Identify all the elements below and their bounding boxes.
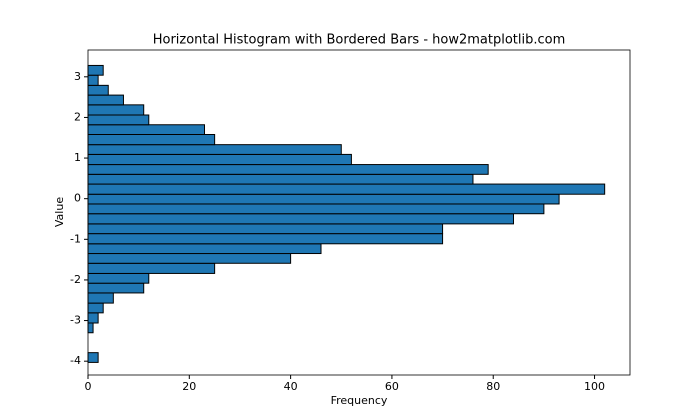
bar [87,223,444,235]
x-tick-label: 20 [182,380,196,393]
bar [87,153,352,166]
bar [87,104,145,116]
plot-frame [87,49,631,376]
bar [87,144,342,155]
bar [87,74,99,86]
x-axis-label: Frequency [331,394,388,407]
bar [87,213,514,225]
chart-title: Horizontal Histogram with Bordered Bars … [153,33,566,48]
bar [87,262,216,274]
bar [87,84,109,96]
bar [87,203,545,215]
x-tick-label: 0 [85,380,92,393]
y-tick-label: -2 [70,273,81,286]
x-tick-label: 80 [486,380,500,393]
x-tick-label: 40 [284,380,298,393]
bar [87,193,560,205]
bar [87,243,322,255]
x-tick-label: 100 [584,380,605,393]
bar [87,94,124,106]
bar [87,352,99,363]
y-tick-label: -4 [70,354,81,367]
bar [87,124,206,135]
bar [87,183,606,195]
y-axis-label: Value [53,197,66,227]
bar [87,272,150,284]
y-tick-label: 2 [74,110,81,123]
bar [87,282,145,294]
y-tick-label: -1 [70,232,81,245]
bar [87,64,104,76]
bar [87,114,150,126]
bar [87,302,104,314]
bar [87,134,216,146]
x-tick-label: 60 [385,380,399,393]
bar [87,253,292,264]
bar [87,164,489,175]
y-tick-label: 0 [74,192,81,205]
bar [87,233,444,245]
bar [87,312,99,324]
y-tick-label: -3 [70,314,81,327]
y-tick-label: 3 [74,70,81,83]
bar [87,322,94,334]
bar [87,173,474,185]
y-tick-label: 1 [74,151,81,164]
bar [87,292,114,304]
